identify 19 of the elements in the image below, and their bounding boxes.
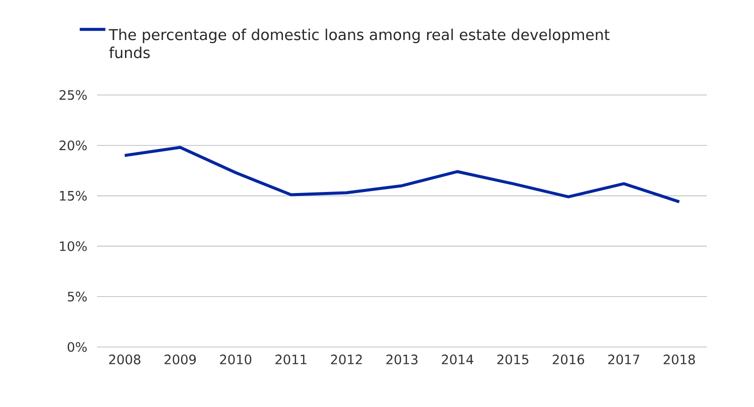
y-tick-label: 20% xyxy=(60,140,87,150)
x-tick-label: 2012 xyxy=(330,354,362,364)
x-tick-label: 2014 xyxy=(442,354,474,364)
line-series xyxy=(123,146,681,204)
x-tick-label: 2009 xyxy=(164,354,196,364)
y-tick-label: 15% xyxy=(60,190,87,201)
x-tick-label: 2015 xyxy=(497,354,528,364)
x-tick-label: 2013 xyxy=(386,354,418,364)
y-tick-label: 10% xyxy=(60,241,87,252)
legend-label: The percentage of domestic loans among real estate development funds xyxy=(108,28,610,58)
x-tick-label: 2018 xyxy=(664,354,695,364)
x-tick-label: 2011 xyxy=(276,354,306,364)
x-tick-label: 2016 xyxy=(552,354,584,364)
x-tick-label: 2010 xyxy=(220,354,252,364)
y-tick-label: 0% xyxy=(68,342,87,352)
y-tick-label: 25% xyxy=(60,90,87,100)
y-tick-label: 5% xyxy=(68,292,87,302)
x-tick-label: 2008 xyxy=(109,354,140,364)
x-tick-label: 2017 xyxy=(608,354,640,364)
